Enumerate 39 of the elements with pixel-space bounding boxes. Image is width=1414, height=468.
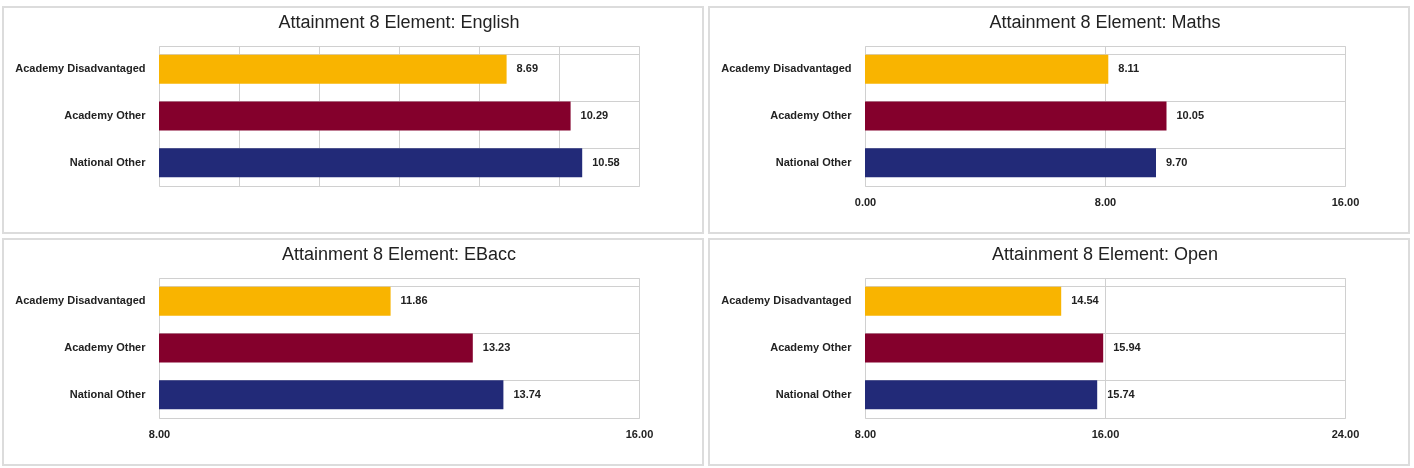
x-tick-label: 8.00 bbox=[1094, 195, 1117, 208]
y-tick-label: Academy Other bbox=[770, 341, 853, 353]
y-tick-label: Academy Disadvantaged bbox=[721, 62, 852, 75]
chart-title: Attainment 8 Element: EBacc bbox=[281, 244, 517, 264]
bar bbox=[865, 54, 1109, 84]
y-tick-label: National Other bbox=[69, 155, 147, 168]
y-tick-label: Academy Disadvantaged bbox=[721, 294, 852, 307]
data-label: 8.69 bbox=[516, 62, 539, 75]
x-tick-label: 8.00 bbox=[854, 427, 877, 440]
data-label: 15.74 bbox=[1107, 387, 1136, 400]
x-tick-label: 0.00 bbox=[854, 195, 877, 208]
chart-title: Attainment 8 Element: English bbox=[278, 12, 520, 32]
data-label: 13.74 bbox=[513, 387, 542, 400]
y-tick-label: Academy Other bbox=[64, 109, 147, 121]
y-tick-label: National Other bbox=[775, 155, 853, 168]
x-tick-label: 16.00 bbox=[1091, 427, 1120, 440]
bar bbox=[865, 148, 1156, 178]
y-tick-label: Academy Other bbox=[770, 109, 853, 121]
data-label: 10.58 bbox=[592, 155, 620, 168]
data-label: 9.70 bbox=[1166, 155, 1188, 168]
y-tick-label: Academy Disadvantaged bbox=[15, 62, 146, 75]
data-label: 14.54 bbox=[1071, 294, 1100, 307]
y-tick-label: Academy Other bbox=[64, 341, 147, 353]
bar bbox=[865, 101, 1167, 131]
y-tick-label: National Other bbox=[69, 387, 147, 400]
x-tick-label: 16.00 bbox=[625, 427, 654, 440]
chart-title: Attainment 8 Element: Maths bbox=[989, 12, 1221, 32]
data-label: 13.23 bbox=[482, 341, 511, 353]
y-tick-label: Academy Disadvantaged bbox=[15, 294, 146, 307]
x-tick-label: 8.00 bbox=[148, 427, 171, 440]
data-label: 10.05 bbox=[1176, 109, 1205, 121]
data-label: 10.29 bbox=[580, 109, 609, 121]
data-label: 8.11 bbox=[1118, 62, 1140, 75]
x-tick-label: 24.00 bbox=[1331, 427, 1360, 440]
x-tick-label: 16.00 bbox=[1331, 195, 1360, 208]
y-tick-label: National Other bbox=[775, 387, 853, 400]
chart-title: Attainment 8 Element: Open bbox=[991, 244, 1219, 264]
data-label: 11.86 bbox=[400, 294, 428, 307]
data-label: 15.94 bbox=[1113, 341, 1142, 353]
